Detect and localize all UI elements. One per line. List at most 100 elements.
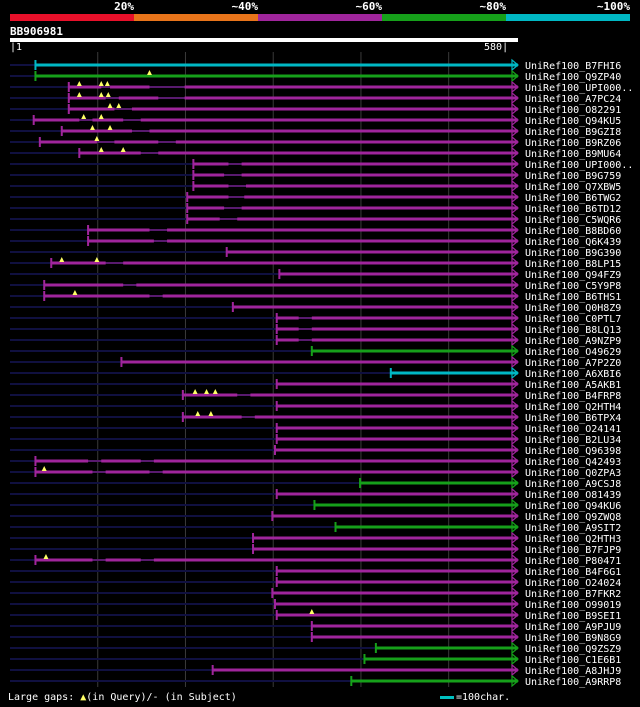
hit-label[interactable]: UniRef100_C0PTL7 xyxy=(525,314,621,325)
hit-label[interactable]: UniRef100_B7FHI6 xyxy=(525,61,621,72)
hit-row[interactable]: UniRef100_Q96398 xyxy=(10,443,621,457)
hit-label[interactable]: UniRef100_Q6K439 xyxy=(525,237,621,248)
hit-row[interactable]: UniRef100_B9N8G9 xyxy=(10,630,621,644)
hit-row[interactable]: UniRef100_A7PC24 xyxy=(10,91,621,105)
hit-row[interactable]: UniRef100_B8LQ13 xyxy=(10,322,621,336)
hit-row[interactable]: UniRef100_B8BD60 xyxy=(10,223,621,237)
hit-row[interactable]: UniRef100_Q9ZSZ9 xyxy=(10,641,621,655)
hit-row[interactable]: UniRef100_B6TPX4 xyxy=(10,410,621,424)
hit-row[interactable]: UniRef100_Q94FZ9 xyxy=(10,267,621,281)
hit-row[interactable]: UniRef100_B6TWG2 xyxy=(10,190,621,204)
hit-row[interactable]: UniRef100_B7FKR2 xyxy=(10,586,621,600)
hit-row[interactable]: UniRef100_Q0H8Z9 xyxy=(10,300,621,314)
hit-row[interactable]: UniRef100_B2LU34 xyxy=(10,432,621,446)
hit-label[interactable]: UniRef100_C1E6B1 xyxy=(525,655,621,666)
hit-label[interactable]: UniRef100_Q9ZSZ9 xyxy=(525,644,621,655)
hit-row[interactable]: UniRef100_C5WQR6 xyxy=(10,212,621,226)
hit-label[interactable]: UniRef100_B6TD12 xyxy=(525,204,621,215)
hit-label[interactable]: UniRef100_B4FRP8 xyxy=(525,391,621,402)
hit-row[interactable]: UniRef100_UPI000.. xyxy=(10,157,633,171)
hit-label[interactable]: UniRef100_B4F6G1 xyxy=(525,567,621,578)
hit-label[interactable]: UniRef100_O49629 xyxy=(525,347,621,358)
hit-label[interactable]: UniRef100_UPI000.. xyxy=(525,83,633,94)
hit-label[interactable]: UniRef100_UPI000.. xyxy=(525,160,633,171)
hit-label[interactable]: UniRef100_Q2HTH4 xyxy=(525,402,621,413)
hit-row[interactable]: UniRef100_Q94KU6 xyxy=(10,498,621,512)
hit-label[interactable]: UniRef100_O99019 xyxy=(525,600,621,611)
hit-row[interactable]: UniRef100_B9G390 xyxy=(10,245,621,259)
hit-row[interactable]: UniRef100_A9CSJ8 xyxy=(10,476,621,490)
hit-label[interactable]: UniRef100_B9GZI8 xyxy=(525,127,621,138)
hit-label[interactable]: UniRef100_B9N8G9 xyxy=(525,633,621,644)
hit-label[interactable]: UniRef100_Q2HTH3 xyxy=(525,534,621,545)
hit-label[interactable]: UniRef100_B6TWG2 xyxy=(525,193,621,204)
hit-label[interactable]: UniRef100_B9G390 xyxy=(525,248,621,259)
hit-label[interactable]: UniRef100_Q96398 xyxy=(525,446,621,457)
hit-label[interactable]: UniRef100_B6THS1 xyxy=(525,292,621,303)
hit-row[interactable]: UniRef100_B9MU64 xyxy=(10,146,621,160)
hit-row[interactable]: UniRef100_B9G759 xyxy=(10,168,621,182)
hit-label[interactable]: UniRef100_A9SIT2 xyxy=(525,523,621,534)
hit-label[interactable]: UniRef100_Q0H8Z9 xyxy=(525,303,621,314)
hit-row[interactable]: UniRef100_B6THS1 xyxy=(10,289,621,303)
hit-label[interactable]: UniRef100_Q94KU6 xyxy=(525,501,621,512)
hit-label[interactable]: UniRef100_B9G759 xyxy=(525,171,621,182)
hit-label[interactable]: UniRef100_Q9ZWQ8 xyxy=(525,512,621,523)
hit-row[interactable]: UniRef100_Q94KU5 xyxy=(10,113,621,127)
hit-label[interactable]: UniRef100_A9PJU9 xyxy=(525,622,621,633)
hit-label[interactable]: UniRef100_B8LQ13 xyxy=(525,325,621,336)
hit-row[interactable]: UniRef100_Q6K439 xyxy=(10,234,621,248)
hit-row[interactable]: UniRef100_B4FRP8 xyxy=(10,388,621,402)
hit-row[interactable]: UniRef100_B6TD12 xyxy=(10,201,621,215)
hit-row[interactable]: UniRef100_A6XBI6 xyxy=(10,366,621,380)
hit-label[interactable]: UniRef100_B2LU34 xyxy=(525,435,621,446)
hit-label[interactable]: UniRef100_B8LP15 xyxy=(525,259,621,270)
hit-label[interactable]: UniRef100_O82291 xyxy=(525,105,621,116)
hit-label[interactable]: UniRef100_O24024 xyxy=(525,578,621,589)
hit-row[interactable]: UniRef100_A9NZP9 xyxy=(10,333,621,347)
hit-label[interactable]: UniRef100_Q94FZ9 xyxy=(525,270,621,281)
hit-row[interactable]: UniRef100_UPI000.. xyxy=(10,80,633,94)
hit-label[interactable]: UniRef100_B9RZ06 xyxy=(525,138,621,149)
hit-row[interactable]: UniRef100_Q2HTH3 xyxy=(10,531,621,545)
hit-row[interactable]: UniRef100_B9SEI1 xyxy=(10,608,621,622)
hit-row[interactable]: UniRef100_C5Y9P8 xyxy=(10,278,621,292)
hit-row[interactable]: UniRef100_C0PTL7 xyxy=(10,311,621,325)
hit-row[interactable]: UniRef100_A9RRP8 xyxy=(10,674,621,688)
hit-row[interactable]: UniRef100_O81439 xyxy=(10,487,621,501)
hit-label[interactable]: UniRef100_B8BD60 xyxy=(525,226,621,237)
hit-row[interactable]: UniRef100_Q9ZWQ8 xyxy=(10,509,621,523)
hit-label[interactable]: UniRef100_B9MU64 xyxy=(525,149,621,160)
hit-row[interactable]: UniRef100_Q9ZP40 xyxy=(10,69,621,83)
hit-row[interactable]: UniRef100_Q2HTH4 xyxy=(10,399,621,413)
hit-row[interactable]: UniRef100_P80471 xyxy=(10,553,621,567)
hit-row[interactable]: UniRef100_B9RZ06 xyxy=(10,135,621,149)
hit-row[interactable]: UniRef100_Q0ZPA3 xyxy=(10,465,621,479)
hit-label[interactable]: UniRef100_B9SEI1 xyxy=(525,611,621,622)
hit-row[interactable]: UniRef100_O24141 xyxy=(10,421,621,435)
hit-label[interactable]: UniRef100_A6XBI6 xyxy=(525,369,621,380)
hit-label[interactable]: UniRef100_A5AKB1 xyxy=(525,380,621,391)
hit-row[interactable]: UniRef100_A7P2Z0 xyxy=(10,355,621,369)
hit-row[interactable]: UniRef100_Q7XBW5 xyxy=(10,179,621,193)
hit-row[interactable]: UniRef100_Q42493 xyxy=(10,454,621,468)
hit-row[interactable]: UniRef100_A9PJU9 xyxy=(10,619,621,633)
hit-label[interactable]: UniRef100_B7FKR2 xyxy=(525,589,621,600)
hit-label[interactable]: UniRef100_A7P2Z0 xyxy=(525,358,621,369)
hit-row[interactable]: UniRef100_B7FJP9 xyxy=(10,542,621,556)
hit-label[interactable]: UniRef100_C5WQR6 xyxy=(525,215,621,226)
hit-label[interactable]: UniRef100_Q94KU5 xyxy=(525,116,621,127)
hit-label[interactable]: UniRef100_O24141 xyxy=(525,424,621,435)
hit-row[interactable]: UniRef100_A8JHJ9 xyxy=(10,663,621,677)
hit-label[interactable]: UniRef100_O81439 xyxy=(525,490,621,501)
hit-label[interactable]: UniRef100_Q7XBW5 xyxy=(525,182,621,193)
hit-row[interactable]: UniRef100_O24024 xyxy=(10,575,621,589)
hit-row[interactable]: UniRef100_B9GZI8 xyxy=(10,124,621,138)
hit-label[interactable]: UniRef100_A9NZP9 xyxy=(525,336,621,347)
hit-row[interactable]: UniRef100_O99019 xyxy=(10,597,621,611)
hit-row[interactable]: UniRef100_O49629 xyxy=(10,344,621,358)
hit-label[interactable]: UniRef100_Q0ZPA3 xyxy=(525,468,621,479)
hit-label[interactable]: UniRef100_A8JHJ9 xyxy=(525,666,621,677)
hit-row[interactable]: UniRef100_B4F6G1 xyxy=(10,564,621,578)
hit-row[interactable]: UniRef100_A9SIT2 xyxy=(10,520,621,534)
